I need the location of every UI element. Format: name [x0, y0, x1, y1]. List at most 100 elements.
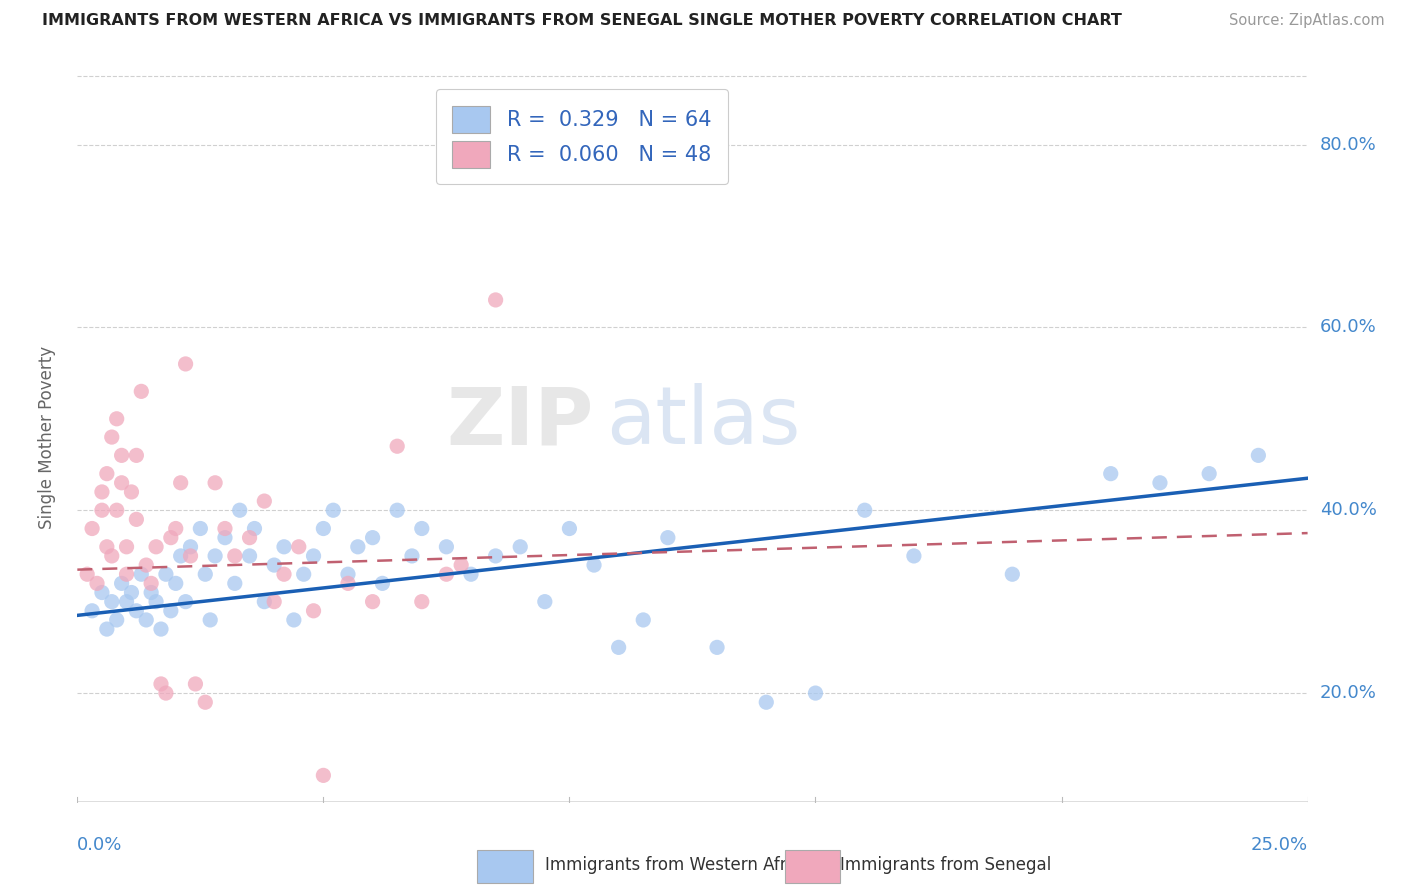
Point: [96, 540, 118, 554]
Point: [135, 558, 157, 573]
Point: [155, 567, 177, 582]
Text: Immigrants from Western Africa: Immigrants from Western Africa: [546, 856, 810, 874]
Text: 80.0%: 80.0%: [1320, 136, 1376, 153]
Point: [82, 604, 104, 618]
Point: [204, 549, 226, 563]
Point: [170, 475, 193, 490]
Point: [853, 503, 876, 517]
Point: [145, 594, 167, 608]
Text: 0.0%: 0.0%: [77, 836, 122, 854]
Point: [385, 439, 409, 453]
Point: [485, 549, 508, 563]
Text: 60.0%: 60.0%: [1320, 318, 1376, 336]
Point: [184, 677, 207, 691]
Point: [337, 567, 360, 582]
Point: [204, 475, 226, 490]
Point: [115, 540, 138, 554]
Point: [228, 503, 252, 517]
Point: [361, 531, 384, 545]
Point: [125, 512, 148, 526]
Point: [436, 540, 458, 554]
Point: [411, 594, 433, 608]
Point: [385, 503, 409, 517]
Point: [150, 622, 173, 636]
Point: [155, 686, 177, 700]
Point: [283, 613, 305, 627]
Text: Source: ZipAtlas.com: Source: ZipAtlas.com: [1229, 13, 1385, 29]
Point: [82, 521, 104, 535]
Point: [460, 567, 482, 582]
Point: [141, 585, 163, 599]
Point: [200, 613, 222, 627]
Point: [263, 594, 285, 608]
Text: 25.0%: 25.0%: [1250, 836, 1308, 854]
Point: [239, 549, 262, 563]
Text: 20.0%: 20.0%: [1320, 684, 1376, 702]
Point: [401, 549, 423, 563]
Text: Single Mother Poverty: Single Mother Poverty: [38, 345, 56, 529]
Point: [170, 549, 193, 563]
Point: [224, 576, 246, 591]
Point: [903, 549, 925, 563]
Point: [347, 540, 370, 554]
Point: [174, 594, 197, 608]
Point: [583, 558, 606, 573]
Point: [111, 448, 132, 462]
Point: [105, 503, 128, 517]
Point: [101, 594, 124, 608]
Point: [312, 521, 335, 535]
Point: [145, 540, 167, 554]
Point: [121, 585, 143, 599]
Point: [337, 576, 360, 591]
Point: [263, 558, 285, 573]
Point: [90, 485, 114, 500]
Point: [633, 613, 655, 627]
Point: [174, 357, 197, 371]
Point: [607, 640, 630, 655]
Point: [485, 293, 508, 307]
Point: [129, 567, 153, 582]
Point: [111, 475, 132, 490]
Point: [111, 576, 132, 591]
Point: [804, 686, 827, 700]
Point: [558, 521, 581, 535]
Point: [322, 503, 344, 517]
Point: [509, 540, 531, 554]
Point: [1099, 467, 1122, 481]
Point: [96, 467, 118, 481]
Point: [135, 613, 157, 627]
Point: [194, 695, 217, 709]
Point: [105, 613, 128, 627]
Point: [180, 540, 202, 554]
Point: [657, 531, 679, 545]
Point: [101, 549, 124, 563]
Point: [121, 485, 143, 500]
Point: [361, 594, 384, 608]
Point: [90, 503, 114, 517]
Point: [450, 558, 472, 573]
Point: [706, 640, 728, 655]
Point: [1001, 567, 1024, 582]
Point: [150, 677, 173, 691]
Point: [115, 594, 138, 608]
Point: [243, 521, 266, 535]
Point: [96, 622, 118, 636]
Point: [253, 494, 276, 508]
FancyBboxPatch shape: [785, 850, 841, 883]
Point: [160, 531, 183, 545]
Text: Immigrants from Senegal: Immigrants from Senegal: [841, 856, 1052, 874]
Point: [253, 594, 276, 608]
Point: [90, 585, 114, 599]
Point: [273, 567, 295, 582]
Legend: R =  0.329   N = 64, R =  0.060   N = 48: R = 0.329 N = 64, R = 0.060 N = 48: [436, 89, 728, 185]
Text: IMMIGRANTS FROM WESTERN AFRICA VS IMMIGRANTS FROM SENEGAL SINGLE MOTHER POVERTY : IMMIGRANTS FROM WESTERN AFRICA VS IMMIGR…: [42, 13, 1122, 29]
Point: [1149, 475, 1171, 490]
Point: [534, 594, 557, 608]
Point: [755, 695, 778, 709]
FancyBboxPatch shape: [477, 850, 533, 883]
Text: 40.0%: 40.0%: [1320, 501, 1376, 519]
Point: [101, 430, 124, 444]
Point: [312, 768, 335, 782]
Point: [214, 521, 236, 535]
Text: atlas: atlas: [606, 384, 800, 461]
